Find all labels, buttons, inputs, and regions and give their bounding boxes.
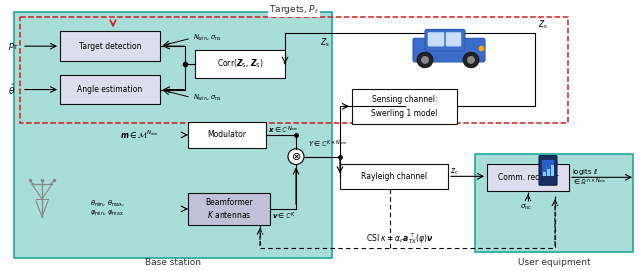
Bar	[475, 154, 633, 252]
Circle shape	[417, 52, 433, 68]
Text: $\varphi_\mathrm{min}$, $\varphi_\mathrm{max}$: $\varphi_\mathrm{min}$, $\varphi_\mathrm…	[90, 209, 124, 218]
Text: $\sigma_\mathrm{nc}$: $\sigma_\mathrm{nc}$	[520, 203, 532, 212]
Text: $\boldsymbol{v} \in \mathbb{C}^K$: $\boldsymbol{v} \in \mathbb{C}^K$	[272, 211, 296, 222]
Text: $\otimes$: $\otimes$	[291, 151, 301, 162]
Bar	[20, 17, 568, 123]
Bar	[60, 75, 160, 104]
Circle shape	[467, 56, 475, 64]
Text: $\boldsymbol{m} \in \mathcal{M}^{N_\mathrm{win}}$: $\boldsymbol{m} \in \mathcal{M}^{N_\math…	[120, 129, 159, 141]
FancyBboxPatch shape	[539, 156, 557, 185]
Bar	[487, 163, 569, 191]
Bar	[542, 160, 554, 176]
Text: Corr($\boldsymbol{Z}_\mathrm{S}$, $\boldsymbol{Z}_\mathrm{S}$): Corr($\boldsymbol{Z}_\mathrm{S}$, $\bold…	[216, 58, 264, 70]
Bar	[188, 122, 266, 148]
Text: $K$ antennas: $K$ antennas	[207, 209, 252, 220]
Text: Comm. receiver: Comm. receiver	[498, 173, 558, 182]
Text: $Z_\mathrm{s}$: $Z_\mathrm{s}$	[320, 37, 330, 49]
Text: $Z_\mathrm{s}$: $Z_\mathrm{s}$	[538, 19, 548, 31]
FancyBboxPatch shape	[425, 29, 465, 51]
FancyBboxPatch shape	[413, 38, 485, 62]
Bar	[188, 193, 270, 225]
Circle shape	[421, 56, 429, 64]
Text: Sensing channel:: Sensing channel:	[372, 95, 437, 104]
FancyBboxPatch shape	[446, 32, 461, 46]
Text: Modulator: Modulator	[207, 130, 246, 139]
Bar	[195, 50, 285, 78]
Text: Beamformer: Beamformer	[205, 198, 253, 208]
Circle shape	[288, 149, 304, 164]
Circle shape	[463, 52, 479, 68]
FancyBboxPatch shape	[428, 32, 444, 46]
Bar	[14, 12, 332, 258]
Text: $p_\mathrm{T}$: $p_\mathrm{T}$	[8, 41, 19, 52]
Text: logits $\boldsymbol{\ell}$: logits $\boldsymbol{\ell}$	[572, 167, 598, 178]
Text: Targets, $P_t$: Targets, $P_t$	[269, 3, 319, 16]
Text: Rayleigh channel: Rayleigh channel	[361, 172, 427, 181]
Text: $\boldsymbol{x} \in \mathbb{C}^{N_\mathrm{win}}$: $\boldsymbol{x} \in \mathbb{C}^{N_\mathr…	[268, 124, 298, 136]
Text: $\in \mathbb{R}^{n \times N_\mathrm{win}}$: $\in \mathbb{R}^{n \times N_\mathrm{win}…	[572, 177, 607, 188]
Text: Angle estimation: Angle estimation	[77, 85, 143, 94]
Text: Base station: Base station	[145, 258, 201, 267]
Text: Target detection: Target detection	[79, 42, 141, 51]
Bar	[340, 163, 448, 189]
Text: Swerling 1 model: Swerling 1 model	[371, 109, 438, 118]
Text: $\hat{\theta}$: $\hat{\theta}$	[8, 82, 15, 97]
Text: $z_\mathrm{c}$: $z_\mathrm{c}$	[450, 166, 459, 177]
Bar	[60, 31, 160, 61]
Bar	[551, 166, 554, 176]
Text: CSI $\kappa = \alpha_c\boldsymbol{a}_{\mathrm{TX}}^{\top}(\varphi)\boldsymbol{\n: CSI $\kappa = \alpha_c\boldsymbol{a}_{\m…	[366, 232, 434, 246]
Bar	[543, 172, 546, 176]
Text: $N_\mathrm{win}$, $\sigma_\mathrm{ns}$: $N_\mathrm{win}$, $\sigma_\mathrm{ns}$	[193, 92, 221, 102]
Bar	[352, 89, 457, 124]
Text: User equipment: User equipment	[518, 258, 590, 267]
Text: $Y \in \mathbb{C}^{K \times N_\mathrm{win}}$: $Y \in \mathbb{C}^{K \times N_\mathrm{wi…	[308, 138, 347, 150]
Bar	[547, 169, 550, 176]
Text: $N_\mathrm{win}$, $\sigma_\mathrm{ns}$: $N_\mathrm{win}$, $\sigma_\mathrm{ns}$	[193, 33, 221, 43]
Text: $\theta_\mathrm{min}$, $\theta_\mathrm{max}$,: $\theta_\mathrm{min}$, $\theta_\mathrm{m…	[90, 199, 125, 209]
